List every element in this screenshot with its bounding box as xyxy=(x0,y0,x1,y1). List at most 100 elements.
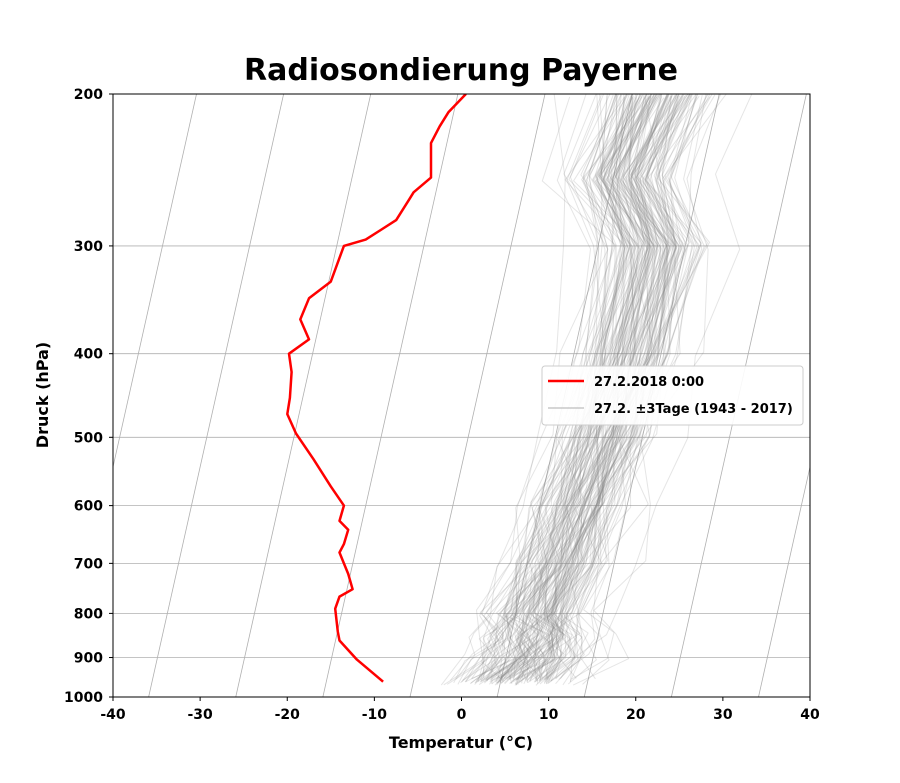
climatology-profile-line xyxy=(515,94,679,681)
climatology-profile-line xyxy=(485,95,639,681)
climatology-profile-line xyxy=(566,94,677,682)
climatology-profile-line xyxy=(547,94,709,684)
climatology-profile-line xyxy=(519,94,727,683)
climatology-profile-line xyxy=(536,95,669,680)
x-tick-label: 20 xyxy=(626,707,646,723)
climatology-profile-line xyxy=(535,94,680,683)
climatology-profile-line xyxy=(518,97,650,682)
y-tick-label: 700 xyxy=(74,556,103,572)
climatology-profile-line xyxy=(503,94,614,682)
climatology-profile-line xyxy=(570,94,753,683)
climatology-profile-line xyxy=(504,94,680,685)
climatology-profile-line xyxy=(500,94,671,684)
isotherm-line xyxy=(846,0,900,697)
climatology-profile-line xyxy=(517,96,662,685)
climatology-profile-line xyxy=(533,95,679,683)
x-tick-label: 40 xyxy=(800,707,820,723)
climatology-profile-line xyxy=(499,95,642,679)
climatology-profile-line xyxy=(534,94,658,683)
climatology-profile-line xyxy=(515,95,606,686)
climatology-profile-line xyxy=(495,94,652,683)
climatology-profile-line xyxy=(548,94,680,683)
climatology-profile-line xyxy=(523,95,689,685)
climatology-profile-line xyxy=(500,94,653,684)
climatology-profile-line xyxy=(477,94,659,682)
climatology-profile-line xyxy=(495,94,708,680)
climatology-ensemble xyxy=(440,94,753,686)
climatology-profile-line xyxy=(515,94,653,681)
climatology-profile-line xyxy=(509,94,692,684)
legend: 27.2.2018 0:00 27.2. ±3Tage (1943 - 2017… xyxy=(541,365,804,426)
isotherm-line xyxy=(758,465,810,697)
climatology-profile-line xyxy=(480,96,643,682)
y-tick-label: 900 xyxy=(74,651,103,667)
climatology-profile-line xyxy=(572,95,709,686)
climatology-profile-line xyxy=(470,97,656,684)
climatology-profile-line xyxy=(489,94,716,681)
climatology-profile-line xyxy=(515,95,675,685)
climatology-profile-line xyxy=(461,94,659,683)
climatology-profile-line xyxy=(527,94,711,684)
climatology-profile-line xyxy=(480,94,617,682)
climatology-profile-line xyxy=(523,94,636,679)
climatology-profile-line xyxy=(518,94,674,684)
climatology-profile-line xyxy=(493,94,617,681)
isotherm-line xyxy=(113,94,197,469)
climatology-profile-line xyxy=(455,95,651,680)
climatology-profile-line xyxy=(484,94,693,683)
climatology-profile-line xyxy=(497,94,691,680)
climatology-profile-line xyxy=(545,94,651,684)
climatology-profile-line xyxy=(539,94,684,685)
climatology-profile-line xyxy=(486,96,709,682)
climatology-profile-line xyxy=(537,97,656,680)
climatology-profile-line xyxy=(446,96,711,685)
x-tick-label: 0 xyxy=(457,707,467,723)
x-axis-label: Temperatur (°C) xyxy=(389,733,533,752)
y-axis-label: Druck (hPa) xyxy=(33,342,52,448)
climatology-profile-line xyxy=(498,95,700,682)
climatology-profile-line xyxy=(491,94,622,685)
climatology-profile-line xyxy=(556,94,655,679)
climatology-profile-line xyxy=(562,94,671,686)
y-tick-label: 300 xyxy=(74,239,103,255)
climatology-profile-line xyxy=(571,96,669,680)
climatology-profile-line xyxy=(533,94,689,681)
climatology-profile-line xyxy=(495,94,644,684)
climatology-profile-line xyxy=(505,94,651,679)
y-tick-label: 200 xyxy=(74,87,103,103)
climatology-profile-line xyxy=(474,94,661,685)
climatology-profile-line xyxy=(528,96,651,682)
climatology-profile-line xyxy=(504,95,702,684)
climatology-profile-line xyxy=(548,94,674,682)
climatology-profile-line xyxy=(533,94,689,679)
climatology-profile-line xyxy=(528,94,694,681)
climatology-profile-line xyxy=(496,96,643,686)
x-tick-label: -10 xyxy=(362,707,388,723)
climatology-profile-line xyxy=(558,94,697,681)
y-tick-label: 500 xyxy=(74,430,103,446)
climatology-profile-line xyxy=(555,94,713,679)
climatology-profile-line xyxy=(542,94,635,681)
climatology-profile-line xyxy=(509,94,722,684)
climatology-profile-line xyxy=(465,94,603,683)
climatology-profile-line xyxy=(512,94,634,681)
climatology-profile-line xyxy=(508,94,698,680)
climatology-profile-line xyxy=(543,97,653,680)
climatology-profile-line xyxy=(477,94,632,683)
climatology-profile-line xyxy=(541,95,681,680)
sounding-layer xyxy=(286,94,467,683)
climatology-profile-line xyxy=(545,94,655,685)
climatology-profile-line xyxy=(514,94,670,685)
y-tick-label: 400 xyxy=(74,347,103,363)
climatology-profile-line xyxy=(475,94,647,681)
y-tick-label: 600 xyxy=(74,499,103,515)
climatology-profile-line xyxy=(453,95,654,684)
climatology-profile-line xyxy=(486,94,628,681)
climatology-profile-line xyxy=(474,94,631,684)
climatology-profile-line xyxy=(443,94,592,686)
climatology-profile-line xyxy=(482,96,617,682)
climatology-profile-line xyxy=(478,94,629,681)
legend-label-climatology: 27.2. ±3Tage (1943 - 2017) xyxy=(594,402,793,417)
y-tick-label: 800 xyxy=(74,606,103,622)
climatology-profile-line xyxy=(524,95,692,681)
